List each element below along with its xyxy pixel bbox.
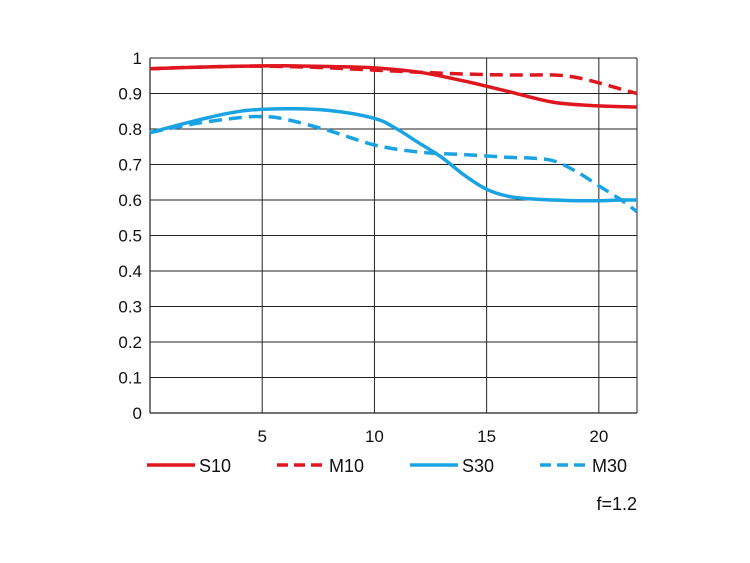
y-tick-label: 0 (133, 404, 142, 423)
x-tick-label: 10 (365, 427, 384, 446)
y-tick-labels: 0 0.1 0.2 0.3 0.4 0.5 0.6 0.7 0.8 0.9 1 (118, 49, 142, 423)
y-tick-label: 0.3 (118, 298, 142, 317)
y-tick-label: 0.9 (118, 85, 142, 104)
series-s30-line (149, 107, 638, 203)
series-m30-line (149, 114, 639, 214)
x-tick-labels: 5 10 15 20 (257, 427, 608, 446)
series-lines (149, 64, 639, 214)
aperture-annotation: f=1.2 (596, 494, 637, 514)
grid (150, 57, 637, 413)
x-tick-label: 15 (477, 427, 496, 446)
axes (149, 58, 638, 414)
y-tick-label: 0.5 (118, 227, 142, 246)
y-tick-label: 0.2 (118, 333, 142, 352)
series-m10-line (149, 64, 638, 96)
y-tick-label: 0.8 (118, 120, 142, 139)
x-tick-label: 5 (257, 427, 266, 446)
x-tick-label: 20 (589, 427, 608, 446)
legend: S10 M10 S30 M30 (147, 456, 627, 476)
legend-label-s30: S30 (462, 456, 494, 476)
y-tick-label: 1 (133, 49, 142, 68)
y-tick-label: 0.4 (118, 262, 142, 281)
y-tick-label: 0.6 (118, 191, 142, 210)
legend-label-m30: M30 (592, 456, 627, 476)
y-tick-label: 0.7 (118, 156, 142, 175)
series-s10-line (149, 64, 638, 109)
legend-label-s10: S10 (199, 456, 231, 476)
y-tick-label: 0.1 (118, 369, 142, 388)
legend-label-m10: M10 (329, 456, 364, 476)
